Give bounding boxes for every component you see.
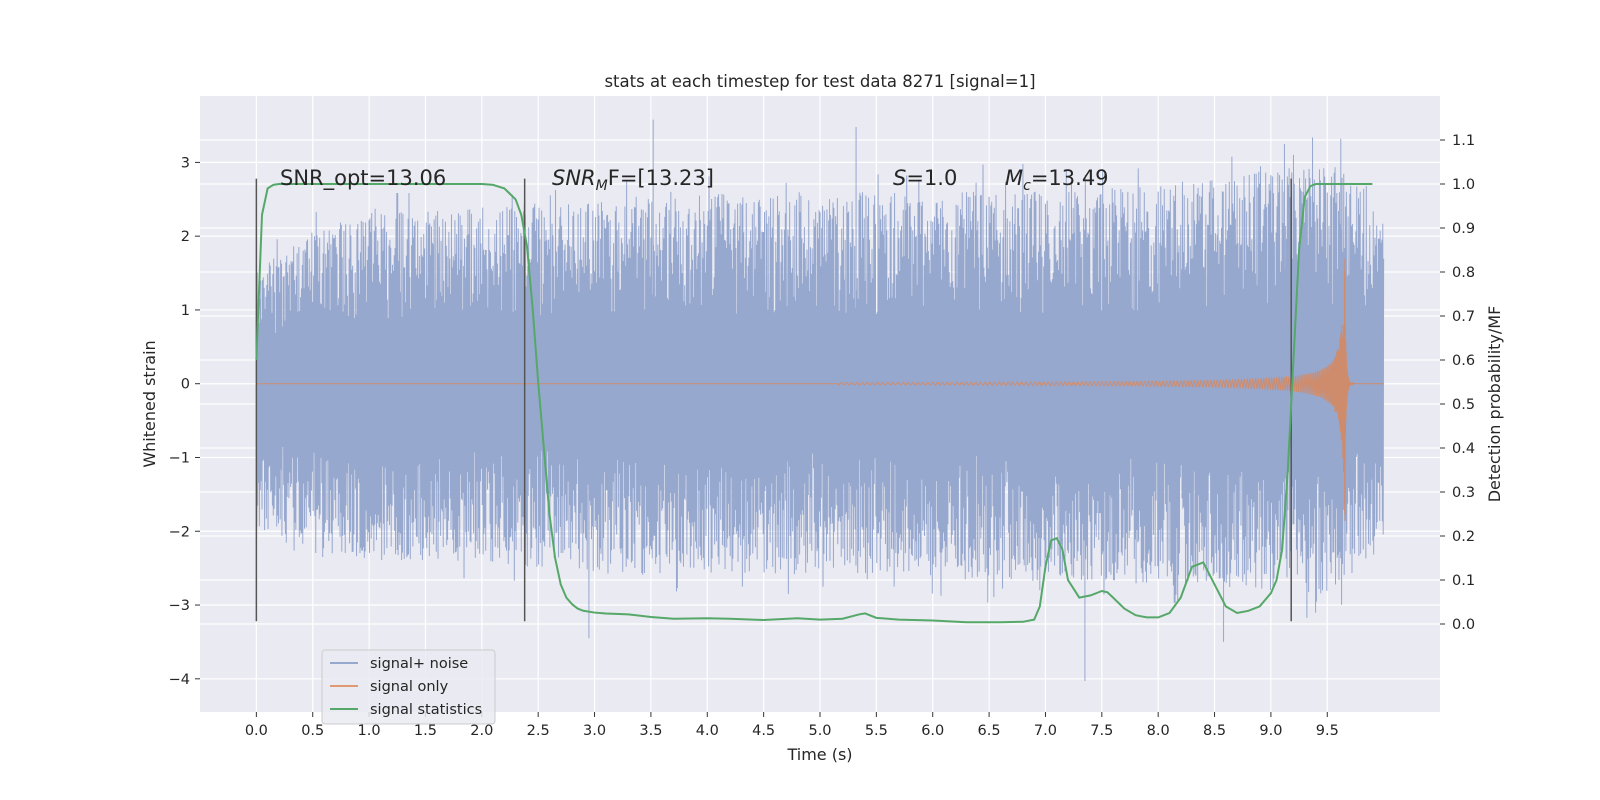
- x-tick-label: 4.5: [752, 723, 775, 739]
- legend: signal+ noise signal only signal statist…: [321, 649, 496, 725]
- x-tick-label: 8.5: [1203, 723, 1226, 739]
- series-signal-plus-noise: [255, 119, 1385, 682]
- annotation-s: S=1.0: [893, 166, 957, 190]
- y-tick-label: −3: [169, 598, 190, 614]
- y-tick-label: 3: [181, 155, 190, 171]
- x-axis-ticks: 0.0 0.5 1.0 1.5 2.0 2.5 3.0 3.5 4.0 4.5 5.0 5.5 6.0 6…: [245, 712, 1339, 739]
- x-axis-label: Time (s): [786, 745, 852, 764]
- chart-title: stats at each timestep for test data 827…: [604, 72, 1035, 91]
- y2-tick-label: 0.3: [1452, 485, 1475, 501]
- legend-label-stats: signal statistics: [370, 702, 482, 718]
- y-tick-label: −4: [169, 672, 190, 688]
- y2-tick-label: 1.0: [1452, 177, 1475, 193]
- y-tick-label: −2: [169, 524, 190, 540]
- series-signal-statistics: [255, 183, 1373, 624]
- y-axis-ticks: 3 2 1 0 −1 −2 −3 −4: [169, 155, 200, 688]
- y2-tick-label: 0.8: [1452, 265, 1475, 281]
- y2-tick-label: 1.1: [1452, 133, 1475, 149]
- legend-label-signal: signal only: [370, 679, 449, 695]
- y-tick-label: 0: [181, 377, 190, 393]
- annotation-snr-opt: SNR_opt=13.06: [280, 166, 446, 191]
- legend-label-noise: signal+ noise: [370, 656, 468, 672]
- y-tick-label: −1: [169, 450, 190, 466]
- x-tick-label: 5.0: [808, 723, 831, 739]
- x-tick-label: 5.5: [865, 723, 888, 739]
- annotation-mc: Mc=13.49: [1005, 166, 1109, 194]
- y2-axis-ticks: 1.1 1.0 0.9 0.8 0.7 0.6 0.5 0.4 0.3 0.2 0.1 0.0: [1440, 133, 1475, 633]
- x-tick-label: 0.0: [245, 723, 268, 739]
- x-tick-label: 9.5: [1316, 723, 1339, 739]
- x-tick-label: 6.5: [978, 723, 1001, 739]
- annotation-snr-mf: SNRMF=[13.23]: [552, 166, 714, 194]
- x-tick-label: 2.5: [527, 723, 550, 739]
- y-tick-label: 2: [181, 229, 190, 245]
- y2-tick-label: 0.2: [1452, 529, 1475, 545]
- x-tick-label: 3.0: [583, 723, 606, 739]
- legend-box: [321, 649, 496, 725]
- x-tick-label: 7.0: [1034, 723, 1057, 739]
- y2-tick-label: 0.9: [1452, 221, 1475, 237]
- series-signal-only: [256, 258, 1384, 521]
- y2-tick-label: 0.6: [1452, 353, 1475, 369]
- x-tick-label: 0.5: [301, 723, 324, 739]
- x-tick-label: 8.0: [1147, 723, 1170, 739]
- y2-tick-label: 0.1: [1452, 573, 1475, 589]
- y2-tick-label: 0.0: [1452, 617, 1475, 633]
- x-tick-label: 3.5: [639, 723, 662, 739]
- y-tick-label: 1: [181, 303, 190, 319]
- y2-tick-label: 0.4: [1452, 441, 1475, 457]
- x-tick-label: 1.0: [358, 723, 381, 739]
- x-tick-label: 1.5: [414, 723, 437, 739]
- x-tick-label: 9.0: [1259, 723, 1282, 739]
- x-tick-label: 4.0: [696, 723, 719, 739]
- y2-axis-label: Detection probability/MF: [1485, 306, 1504, 503]
- y-axis-label: Whitened strain: [140, 340, 159, 467]
- x-tick-label: 6.0: [921, 723, 944, 739]
- y2-tick-label: 0.5: [1452, 397, 1475, 413]
- x-tick-label: 7.5: [1090, 723, 1113, 739]
- y2-tick-label: 0.7: [1452, 309, 1475, 325]
- x-tick-label: 2.0: [470, 723, 493, 739]
